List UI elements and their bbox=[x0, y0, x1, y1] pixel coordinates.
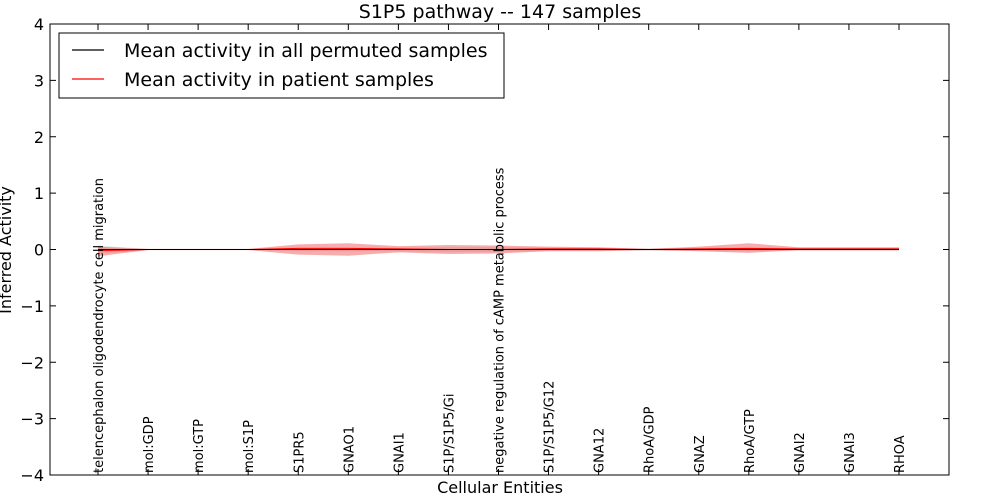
category-label: negative regulation of cAMP metabolic pr… bbox=[493, 167, 508, 473]
category-label: mol:GTP bbox=[192, 419, 207, 473]
category-label: RHOA bbox=[893, 435, 908, 473]
legend: Mean activity in all permuted samples Me… bbox=[58, 32, 505, 99]
category-label: S1P/S1P5/G12 bbox=[543, 381, 558, 473]
category-label: S1PR5 bbox=[292, 431, 307, 473]
y-tick-label: −3 bbox=[20, 410, 44, 429]
plot-area-frame bbox=[49, 23, 950, 476]
series-lines bbox=[97, 247, 899, 252]
category-label: GNA12 bbox=[593, 428, 608, 473]
y-axis-title: Inferred Activity bbox=[0, 186, 15, 314]
y-axis-ticks: −4 −3 −2 −1 0 1 2 3 4 bbox=[20, 15, 949, 485]
category-label: mol:S1P bbox=[242, 420, 257, 473]
y-tick-label: 3 bbox=[34, 71, 44, 90]
y-tick-label: 4 bbox=[34, 15, 44, 34]
category-label: RhoA/GDP bbox=[643, 406, 658, 473]
category-label: mol:GDP bbox=[142, 416, 157, 473]
legend-label-permuted: Mean activity in all permuted samples bbox=[124, 40, 487, 62]
y-tick-label: 2 bbox=[34, 128, 44, 147]
legend-box bbox=[58, 32, 505, 99]
category-label: GNAZ bbox=[693, 435, 708, 473]
category-label: GNAO1 bbox=[342, 426, 357, 473]
category-labels: telencephalon oligodendrocyte cell migra… bbox=[92, 167, 908, 473]
category-label: GNAI1 bbox=[392, 432, 407, 473]
category-label: RhoA/GTP bbox=[743, 409, 758, 473]
category-label: GNAI3 bbox=[843, 432, 858, 473]
x-axis-title: Cellular Entities bbox=[437, 478, 563, 497]
y-tick-label: −4 bbox=[20, 466, 44, 485]
y-tick-label: 0 bbox=[34, 241, 44, 260]
category-label: telencephalon oligodendrocyte cell migra… bbox=[92, 178, 107, 473]
x-axis-ticks bbox=[97, 24, 900, 475]
category-label: GNAI2 bbox=[793, 432, 808, 473]
y-tick-label: 1 bbox=[34, 184, 44, 203]
category-label: S1P/S1P5/Gi bbox=[442, 394, 457, 473]
chart-title: S1P5 pathway -- 147 samples bbox=[359, 1, 641, 23]
legend-label-patient: Mean activity in patient samples bbox=[124, 69, 434, 91]
y-tick-label: −1 bbox=[20, 297, 44, 316]
y-tick-label: −2 bbox=[20, 353, 44, 372]
